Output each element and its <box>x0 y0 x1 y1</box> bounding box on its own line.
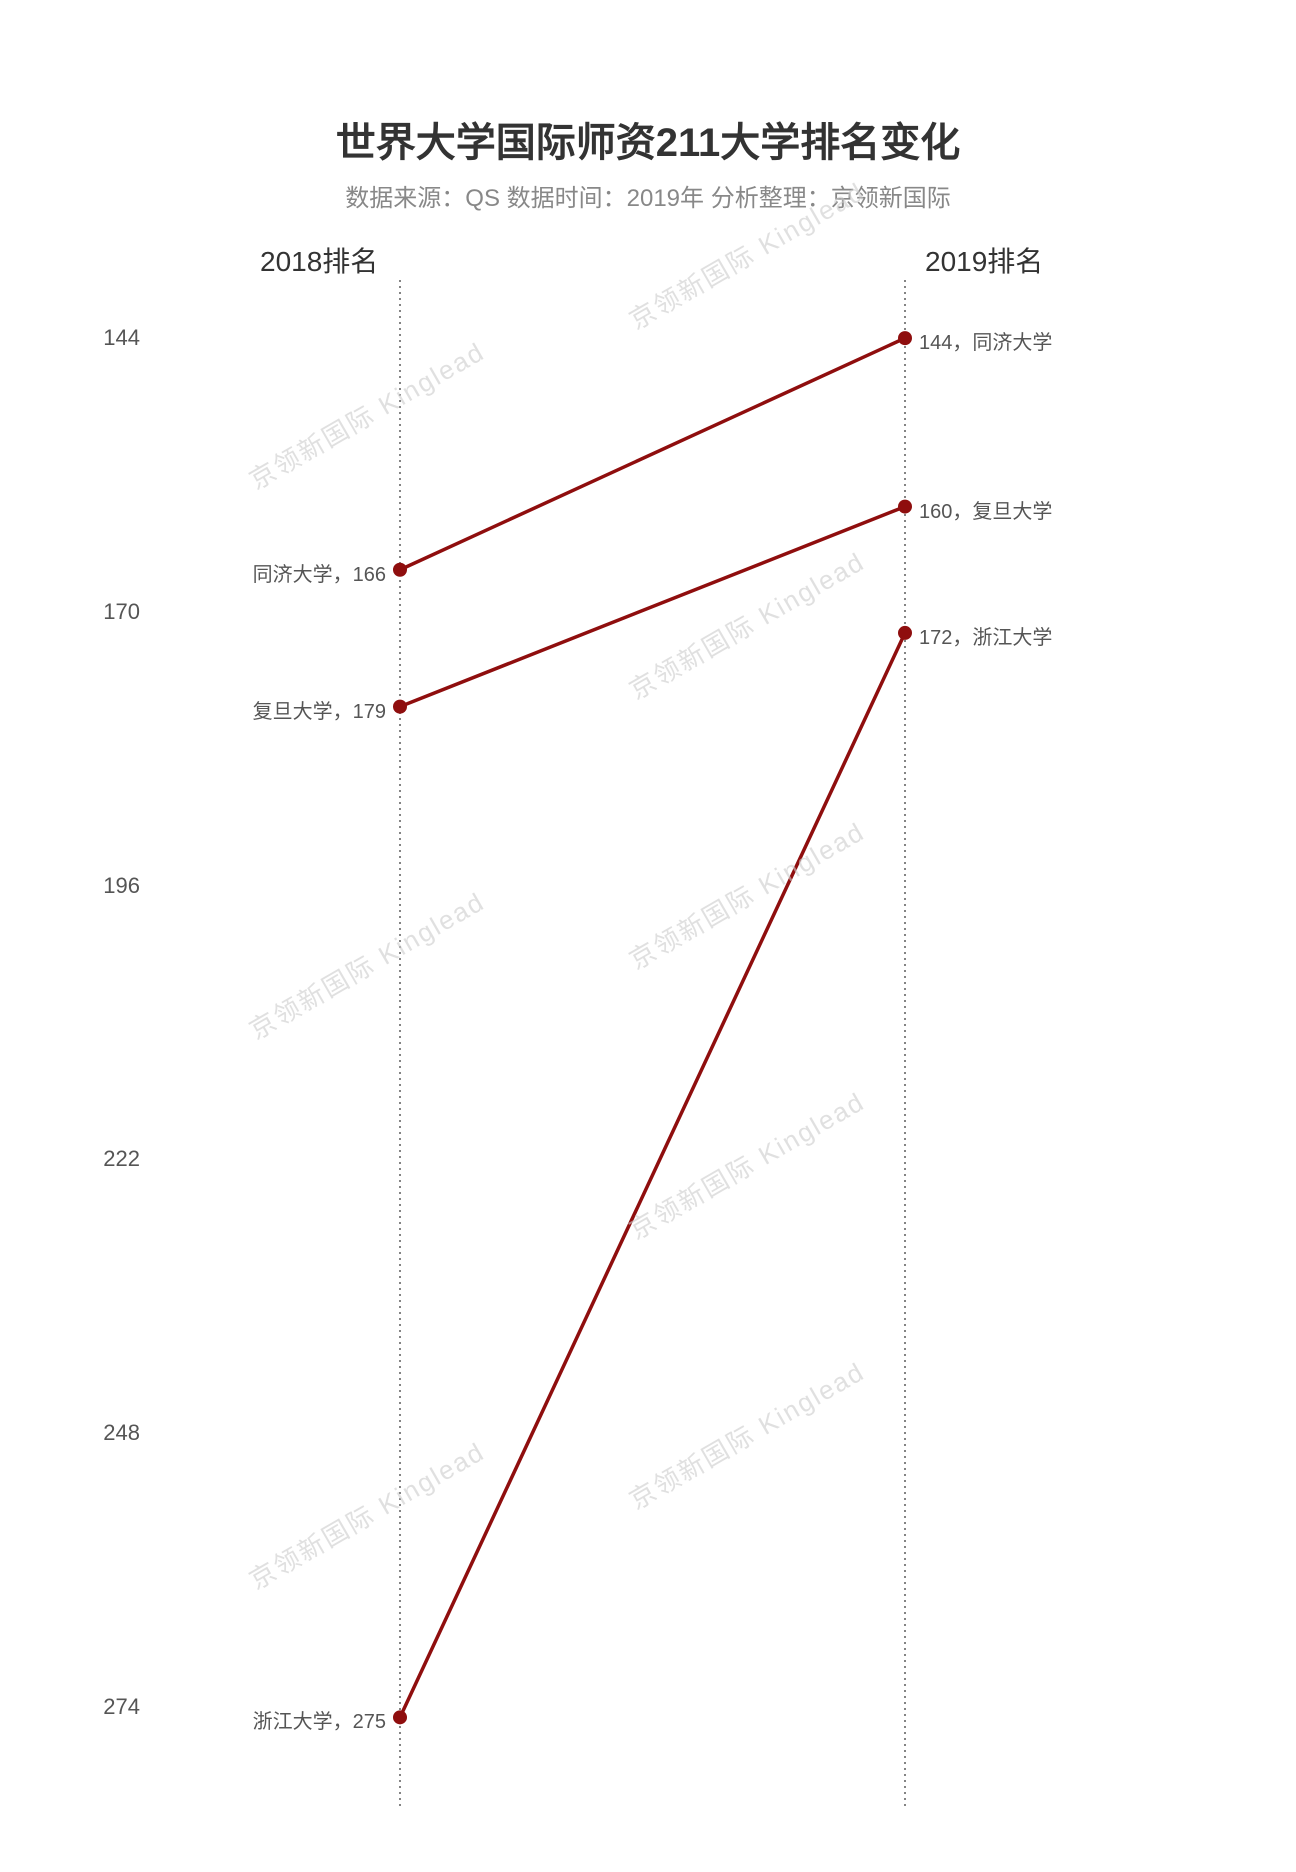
marker-2018-1 <box>393 700 407 714</box>
label-right-0: 144，同济大学 <box>919 326 1052 355</box>
marker-2019-1 <box>898 500 912 514</box>
chart-container: 世界大学国际师资211大学排名变化 数据来源：QS 数据时间：2019年 分析整… <box>0 0 1296 1872</box>
series-line-2 <box>400 633 905 1717</box>
ytick-222: 222 <box>0 1146 140 1172</box>
ytick-144: 144 <box>0 325 140 351</box>
ytick-274: 274 <box>0 1694 140 1720</box>
plot-svg <box>0 0 1296 1872</box>
ytick-170: 170 <box>0 599 140 625</box>
marker-2018-2 <box>393 1710 407 1724</box>
label-left-0: 同济大学，166 <box>253 558 386 587</box>
marker-2019-0 <box>898 331 912 345</box>
ytick-196: 196 <box>0 873 140 899</box>
label-left-1: 复旦大学，179 <box>253 695 386 724</box>
label-right-2: 172，浙江大学 <box>919 621 1052 650</box>
ytick-248: 248 <box>0 1420 140 1446</box>
marker-2018-0 <box>393 563 407 577</box>
marker-2019-2 <box>898 626 912 640</box>
label-right-1: 160，复旦大学 <box>919 495 1052 524</box>
label-left-2: 浙江大学，275 <box>253 1705 386 1734</box>
